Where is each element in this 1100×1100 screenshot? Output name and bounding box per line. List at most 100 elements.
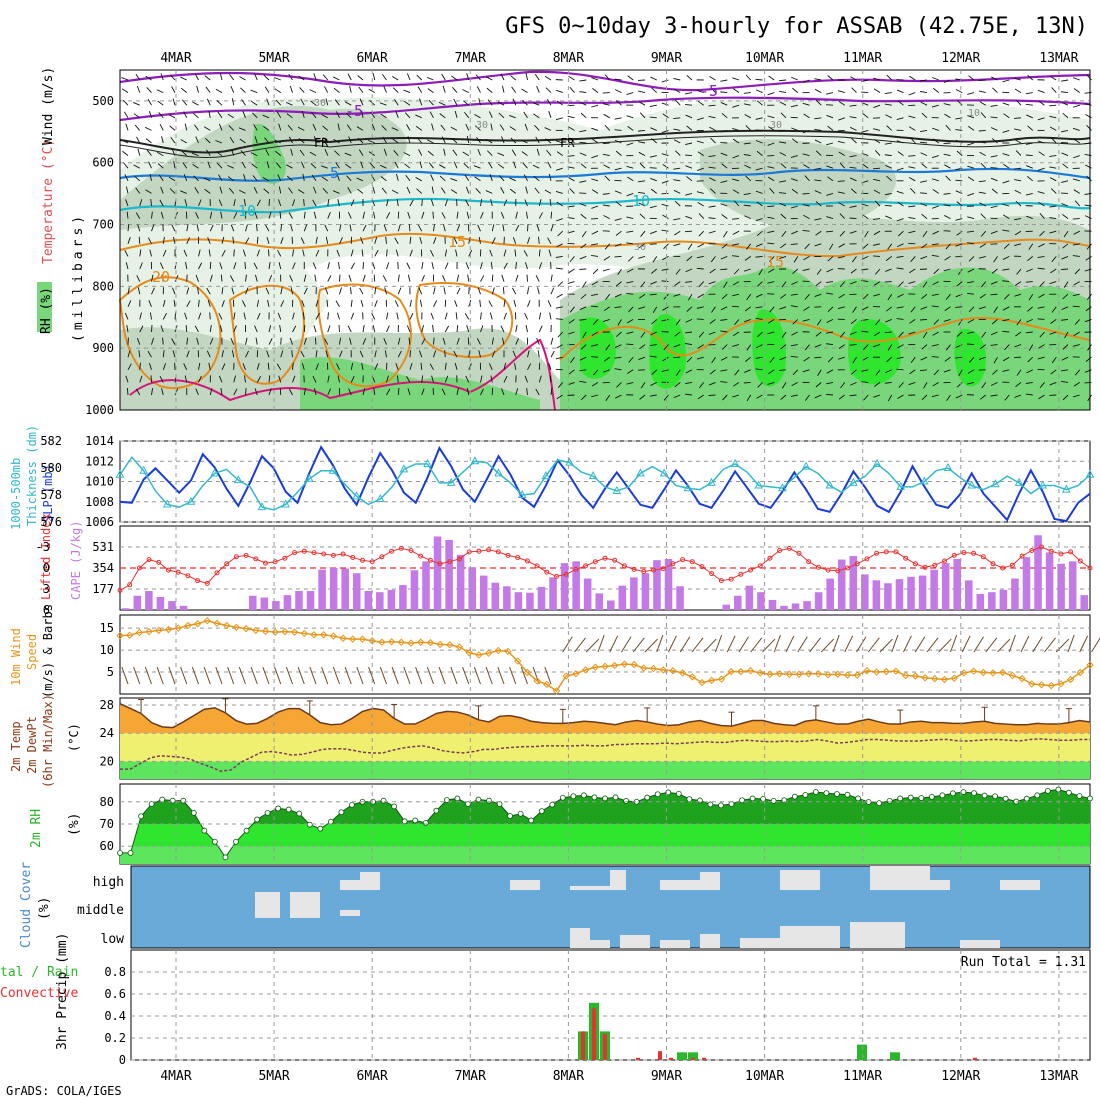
wind-barb — [321, 114, 328, 119]
wind-barb — [733, 88, 740, 93]
wind-barb — [136, 85, 141, 93]
wind-barb — [767, 281, 775, 284]
wind-speed-marker — [455, 643, 464, 651]
wind-barb — [292, 312, 295, 320]
wind-barb — [1013, 117, 1022, 119]
wind-barb — [579, 318, 587, 321]
wind-barb — [382, 275, 387, 282]
wind-barb — [591, 189, 599, 194]
wind-barb — [767, 216, 775, 220]
wind-barb — [909, 75, 916, 81]
wind-barb — [1038, 394, 1045, 400]
wind-barb — [444, 362, 447, 370]
wind-barb — [172, 236, 176, 244]
wind-barb — [651, 268, 658, 274]
wind-barb — [981, 382, 987, 389]
wind-barb — [538, 212, 543, 219]
wind-barb — [121, 139, 129, 144]
wind-barb — [151, 337, 154, 345]
wind-barb — [790, 205, 798, 209]
wind-barb — [978, 129, 986, 132]
wind-barb — [744, 306, 752, 312]
wind-barb — [627, 369, 634, 374]
wind-barb — [990, 293, 998, 296]
wind-barb — [512, 287, 517, 295]
wind-barb — [886, 74, 893, 81]
wind-barb — [491, 337, 494, 345]
wind-barb — [1063, 281, 1069, 288]
surface-barb — [203, 666, 211, 685]
wind-barb — [1061, 180, 1069, 183]
wind-barb — [826, 165, 834, 169]
axis-label-total-rain: tal / Rain — [0, 965, 78, 980]
wind-barb — [227, 176, 235, 182]
wind-barb — [220, 388, 223, 396]
wind-barb — [662, 164, 669, 169]
wind-barb — [814, 117, 822, 120]
wind-barb — [501, 274, 505, 282]
wind-barb — [649, 293, 657, 296]
wind-barb — [386, 375, 389, 383]
wind-barb — [684, 104, 693, 106]
wind-barb — [395, 249, 399, 257]
wind-barb — [579, 180, 587, 183]
wind-barb — [956, 281, 963, 287]
wind-barb — [359, 350, 364, 358]
wind-barb — [206, 287, 211, 295]
wind-barb — [614, 368, 622, 371]
rh-marker — [401, 818, 408, 825]
wind-barb — [286, 175, 293, 182]
label-15b: 15 — [766, 253, 784, 271]
thickness-marker — [1014, 477, 1024, 486]
wind-barb — [1002, 306, 1010, 311]
wind-barb — [615, 281, 622, 287]
wind-barb — [255, 337, 258, 345]
wind-barb — [135, 73, 141, 81]
thickness-marker — [423, 458, 432, 467]
wind-barb — [826, 92, 834, 95]
wind-barb — [333, 87, 340, 93]
wind-barb — [1002, 330, 1010, 333]
wind-barb — [194, 124, 199, 131]
wind-barb — [990, 205, 998, 209]
wind-barb — [456, 287, 461, 295]
surface-barb — [285, 666, 293, 685]
wind-barb — [638, 151, 646, 156]
wind-barb — [406, 262, 411, 270]
wind-barb — [139, 362, 141, 370]
wind-barb — [510, 137, 517, 144]
wind-barb — [627, 75, 634, 81]
wind-barb — [395, 111, 399, 118]
wind-barb — [444, 199, 448, 207]
wind-barb — [626, 115, 634, 119]
y-tick-label: 0.4 — [104, 1009, 126, 1023]
li-marker — [457, 556, 462, 562]
wind-speed-marker — [504, 647, 512, 656]
wind-barb — [527, 300, 531, 307]
wind-barb — [337, 375, 340, 383]
wind-barb — [186, 237, 191, 244]
wind-barb — [500, 211, 505, 219]
wind-barb — [709, 268, 716, 274]
wind-barb — [524, 123, 528, 131]
wind-barb — [194, 187, 199, 194]
date-label-top: 6MAR — [357, 51, 388, 66]
wind-barb — [873, 293, 881, 297]
wind-barb — [218, 375, 223, 383]
wind-barb — [1085, 306, 1092, 312]
rh-marker — [180, 797, 187, 804]
li-marker — [660, 566, 666, 572]
temp-band-green — [120, 761, 1090, 779]
wind-barb — [480, 325, 484, 333]
wind-barb — [897, 151, 904, 156]
wind-barb — [614, 139, 622, 144]
surface-barb — [914, 636, 926, 653]
rh-marker — [127, 849, 134, 856]
wind-barb — [827, 356, 834, 363]
wind-barb — [885, 164, 892, 169]
wind-barb — [245, 287, 249, 295]
wind-barb — [301, 300, 305, 307]
wind-barb — [1004, 394, 1010, 401]
wind-barb — [126, 387, 129, 396]
cape-bar — [514, 592, 523, 610]
